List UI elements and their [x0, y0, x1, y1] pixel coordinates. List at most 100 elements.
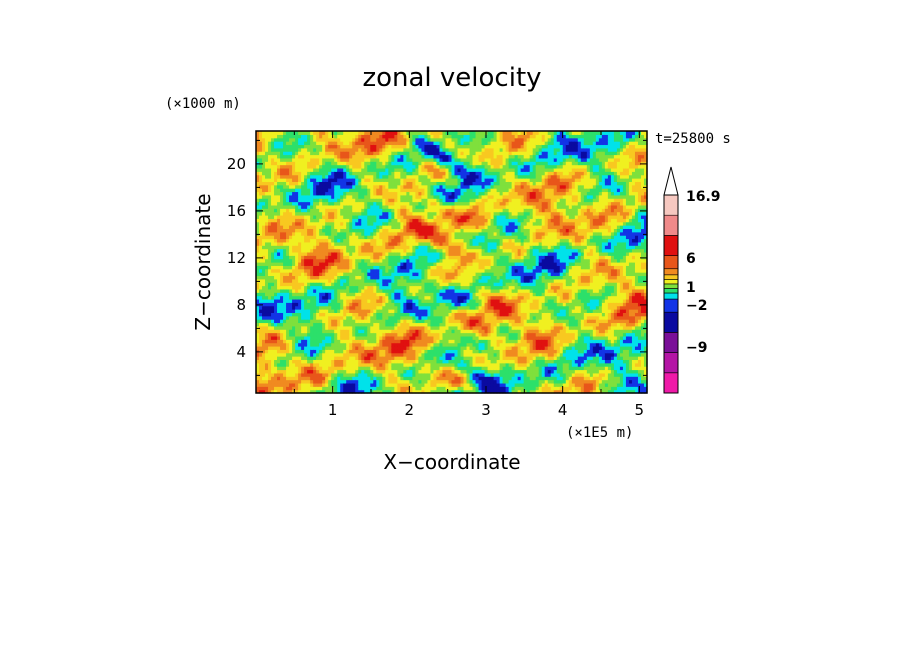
- field-cell: [367, 325, 371, 330]
- field-cell: [412, 329, 417, 334]
- field-cell: [385, 292, 389, 297]
- field-cell: [397, 248, 401, 253]
- field-cell: [289, 131, 293, 135]
- field-cell: [337, 275, 341, 280]
- field-cell: [301, 379, 305, 384]
- field-cell: [310, 305, 314, 310]
- field-cell: [319, 329, 323, 334]
- field-cell: [262, 194, 266, 199]
- field-cell: [412, 174, 417, 179]
- field-cell: [397, 141, 401, 146]
- field-cell: [430, 356, 435, 361]
- field-cell: [334, 275, 338, 280]
- field-cell: [385, 235, 389, 240]
- field-cell: [328, 184, 332, 189]
- field-cell: [361, 372, 365, 377]
- field-cell: [271, 332, 275, 337]
- field-cell: [277, 164, 281, 169]
- field-cell: [334, 258, 338, 263]
- field-cell: [262, 228, 266, 233]
- field-cell: [268, 389, 272, 394]
- field-cell: [256, 262, 260, 266]
- field-cell: [397, 298, 401, 303]
- field-cell: [343, 305, 347, 310]
- field-cell: [373, 285, 377, 290]
- field-cell: [376, 379, 380, 384]
- field-cell: [310, 184, 314, 189]
- field-cell: [334, 211, 338, 216]
- field-cell: [262, 265, 266, 270]
- field-cell: [436, 245, 441, 250]
- field-cell: [421, 221, 426, 226]
- field-cell: [424, 339, 429, 344]
- field-cell: [406, 342, 410, 347]
- field-cell: [337, 258, 341, 263]
- field-cell: [436, 332, 441, 337]
- field-cell: [349, 211, 353, 216]
- field-cell: [424, 164, 429, 169]
- field-cell: [274, 272, 278, 277]
- field-cell: [265, 208, 269, 213]
- field-cell: [337, 171, 341, 176]
- field-cell: [262, 382, 266, 387]
- field-cell: [361, 134, 365, 139]
- field-cell: [259, 359, 263, 364]
- field-cell: [265, 325, 269, 330]
- field-cell: [403, 362, 407, 367]
- field-cell: [430, 262, 435, 266]
- field-cell: [370, 285, 374, 290]
- field-cell: [370, 181, 374, 186]
- field-cell: [385, 329, 389, 334]
- field-cell: [346, 208, 350, 213]
- field-cell: [310, 154, 314, 159]
- field-cell: [442, 167, 447, 172]
- field-cell: [367, 188, 371, 193]
- field-cell: [256, 288, 260, 293]
- field-cell: [271, 315, 275, 320]
- field-cell: [361, 157, 365, 162]
- field-cell: [385, 144, 389, 149]
- field-cell: [304, 356, 308, 361]
- field-cell: [406, 292, 410, 297]
- field-cell: [292, 345, 296, 350]
- field-cell: [424, 335, 429, 340]
- field-cell: [394, 164, 398, 169]
- field-cell: [292, 147, 296, 152]
- field-cell: [313, 366, 317, 371]
- field-cell: [322, 211, 326, 216]
- field-cell: [340, 325, 344, 330]
- field-cell: [298, 225, 302, 230]
- field-cell: [280, 292, 284, 297]
- field-cell: [361, 379, 365, 384]
- field-cell: [280, 359, 284, 364]
- field-cell: [271, 238, 275, 243]
- field-cell: [271, 298, 275, 303]
- field-cell: [286, 178, 290, 182]
- field-cell: [424, 221, 429, 226]
- field-cell: [259, 174, 263, 179]
- field-cell: [310, 151, 314, 156]
- field-cell: [355, 319, 359, 324]
- field-cell: [412, 164, 417, 169]
- field-cell: [268, 147, 272, 152]
- field-cell: [388, 201, 392, 206]
- field-cell: [289, 272, 293, 277]
- field-cell: [439, 235, 444, 240]
- field-cell: [415, 167, 420, 172]
- field-cell: [421, 157, 426, 162]
- field-cell: [403, 221, 407, 226]
- field-cell: [439, 282, 444, 287]
- field-cell: [289, 218, 293, 223]
- field-cell: [343, 329, 347, 334]
- field-cell: [289, 376, 293, 381]
- field-cell: [406, 295, 410, 300]
- field-cell: [433, 268, 438, 273]
- field-cell: [409, 218, 413, 223]
- field-cell: [391, 194, 395, 199]
- field-cell: [334, 268, 338, 273]
- field-cell: [325, 235, 329, 240]
- field-cell: [286, 362, 290, 367]
- field-cell: [310, 309, 314, 313]
- field-cell: [349, 218, 353, 223]
- field-cell: [340, 204, 344, 209]
